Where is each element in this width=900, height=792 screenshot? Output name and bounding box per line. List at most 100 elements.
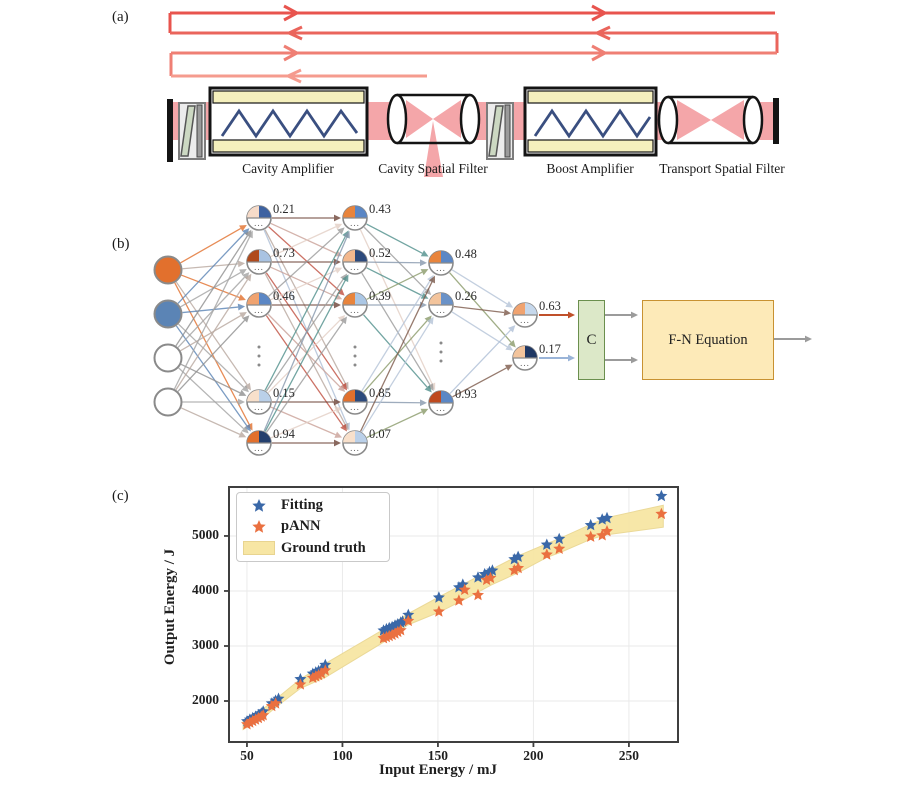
network-edge <box>270 406 343 438</box>
data-point <box>484 571 497 584</box>
network-edge <box>270 223 343 258</box>
network-layer: ... 0.48... 0.26... 0.93 <box>428 247 477 416</box>
flow-arrow <box>604 356 638 364</box>
network-edge <box>178 367 249 434</box>
vertical-ellipsis-dot <box>257 354 261 358</box>
node-ellipsis: ... <box>254 305 264 315</box>
network-edge <box>264 274 349 432</box>
node-value: 0.85 <box>369 386 391 400</box>
network-edge <box>453 305 512 316</box>
x-tick-label: 150 <box>427 748 449 763</box>
node-value: 0.63 <box>539 299 561 313</box>
node-value: 0.46 <box>273 289 295 303</box>
pinhole-plume <box>424 121 443 177</box>
neuron-node: ... 0.73 <box>246 246 295 275</box>
data-point <box>601 511 613 524</box>
neuron-node: ... 0.17 <box>512 342 561 371</box>
data-point <box>512 561 525 574</box>
data-point <box>655 489 668 502</box>
polarizer-assembly-2 <box>486 102 514 160</box>
input-node <box>153 387 183 417</box>
node-value: 0.17 <box>539 342 561 356</box>
transport-spatial-filter <box>657 95 764 145</box>
network-edge <box>451 311 514 351</box>
node-value: 0.73 <box>273 246 295 260</box>
neuron-node: ... 0.46 <box>246 289 295 318</box>
arrow-right-icon <box>283 44 609 62</box>
optical-label-transport-spatial-filter: Transport Spatial Filter <box>659 161 785 176</box>
cavity-amplifier-box <box>208 86 369 157</box>
input-node <box>153 255 183 285</box>
neuron-node: ... 0.48 <box>428 247 477 276</box>
data-point <box>540 538 553 550</box>
neuron-node: ... 0.93 <box>428 387 477 416</box>
data-point <box>472 571 484 583</box>
network-edge <box>272 398 341 406</box>
neuron-node: ... 0.85 <box>342 386 391 415</box>
fn-box-label: F-N Equation <box>668 331 748 348</box>
flow-arrow <box>539 354 575 362</box>
node-value: 0.93 <box>455 387 477 401</box>
node-ellipsis: ... <box>254 262 264 272</box>
node-ellipsis: ... <box>350 305 360 315</box>
neuron-node: ... 0.43 <box>342 202 391 231</box>
network-edge <box>451 269 514 308</box>
x-axis-label: Input Energy / mJ <box>379 762 497 778</box>
x-tick-label: 50 <box>240 748 254 763</box>
node-ellipsis: ... <box>350 218 360 228</box>
flow-arrow <box>539 311 575 319</box>
gain-medium-zigzag <box>220 108 359 139</box>
network-edge <box>263 230 350 432</box>
network-edge <box>268 226 345 296</box>
network-edge <box>265 315 348 432</box>
band-patch-icon <box>237 541 281 556</box>
x-tick-label: 200 <box>523 748 544 763</box>
node-value: 0.48 <box>455 247 477 261</box>
y-tick-label: 5000 <box>192 526 219 542</box>
network-edge <box>267 314 346 394</box>
neuron-node: ... 0.63 <box>512 299 561 328</box>
x-tick-label: 250 <box>618 748 640 763</box>
network-edge <box>268 227 345 297</box>
neuron-node: ... 0.15 <box>246 386 295 415</box>
c-box-label: C <box>586 331 597 348</box>
c-box: C <box>578 300 605 380</box>
network-diagram: ... 0.21... 0.73... 0.46... 0.15... 0.94... 0.… <box>153 202 812 456</box>
node-ellipsis: ... <box>350 402 360 412</box>
neuron-node: ... 0.94 <box>246 427 296 456</box>
data-point <box>432 591 445 603</box>
y-tick-label: 3000 <box>192 636 219 652</box>
network-edge <box>366 408 429 439</box>
network-edge <box>367 399 428 407</box>
node-value: 0.94 <box>273 427 296 441</box>
data-point <box>315 667 328 679</box>
optical-diagram <box>167 4 779 177</box>
node-value: 0.07 <box>369 427 391 441</box>
legend-item-ground-truth: Ground truth <box>237 539 389 558</box>
node-ellipsis: ... <box>254 443 264 453</box>
end-mirror-right <box>773 98 779 144</box>
cavity-spatial-filter <box>386 93 481 177</box>
vertical-ellipsis-dot <box>439 341 443 345</box>
tick-marks <box>224 535 630 747</box>
chart-legend: Fitting pANN Ground truth <box>236 492 390 562</box>
network-edge <box>265 316 348 433</box>
node-ellipsis: ... <box>436 403 446 413</box>
data-point <box>553 532 566 545</box>
optical-label-cavity-amplifier: Cavity Amplifier <box>242 161 334 176</box>
neuron-node: ... 0.21 <box>246 202 295 231</box>
vertical-ellipsis-dot <box>353 354 357 358</box>
vertical-ellipsis-dot <box>257 345 261 349</box>
data-point <box>655 507 668 520</box>
data-point <box>294 678 307 690</box>
network-edge <box>180 312 247 352</box>
star-marker-icon <box>237 497 281 515</box>
neuron-node: ... 0.39 <box>342 289 391 318</box>
optical-label-cavity-spatial-filter: Cavity Spatial Filter <box>378 161 488 176</box>
flow-arrow <box>604 311 638 319</box>
gain-medium-zigzag <box>533 108 652 139</box>
data-point <box>243 716 256 728</box>
network-edge <box>367 259 428 267</box>
data-point <box>312 668 325 681</box>
legend-label: Fitting <box>281 497 323 514</box>
